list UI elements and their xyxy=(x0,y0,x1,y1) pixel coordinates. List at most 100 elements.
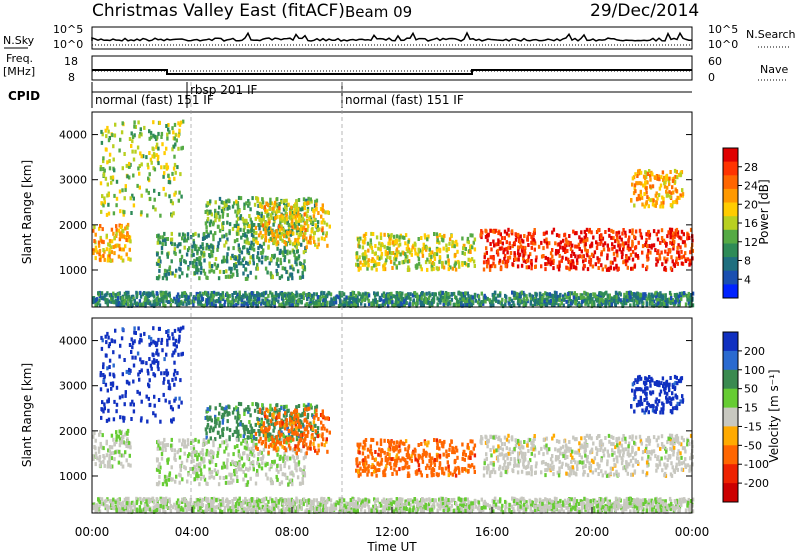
power-cell xyxy=(355,300,358,305)
power-cell xyxy=(255,239,258,244)
power-cell xyxy=(102,159,105,164)
power-cell xyxy=(366,241,370,246)
velocity-cell xyxy=(234,467,238,472)
power-cell xyxy=(270,237,274,242)
power-cell xyxy=(295,290,298,295)
power-cell xyxy=(145,155,148,160)
power-cell xyxy=(178,249,182,254)
power-cell xyxy=(652,198,655,203)
velocity-cell xyxy=(183,444,186,449)
power-cell xyxy=(278,276,282,280)
power-cell xyxy=(308,293,312,298)
power-cell xyxy=(479,302,483,307)
velocity-cell xyxy=(105,453,109,458)
power-cell xyxy=(517,232,520,237)
power-cell xyxy=(614,239,617,244)
power-cell xyxy=(642,292,645,297)
power-cell xyxy=(160,292,163,297)
power-cell xyxy=(166,254,169,259)
velocity-cell xyxy=(131,399,134,404)
power-cell xyxy=(483,252,487,257)
velocity-cell xyxy=(237,467,241,472)
power-cell xyxy=(615,249,618,254)
power-cell xyxy=(262,215,266,220)
power-cell xyxy=(143,301,146,306)
power-cell xyxy=(450,292,453,296)
power-cell xyxy=(581,295,584,300)
power-cell xyxy=(632,293,635,298)
velocity-cell xyxy=(278,436,281,441)
power-cell xyxy=(267,226,271,231)
power-cell xyxy=(552,227,556,232)
power-cell xyxy=(148,129,151,134)
power-cell xyxy=(461,298,464,303)
power-cell xyxy=(198,276,201,281)
power-cell xyxy=(290,213,294,218)
power-cell xyxy=(152,299,155,304)
velocity-cell xyxy=(247,467,250,472)
power-cell xyxy=(212,222,215,227)
power-cell xyxy=(299,227,302,232)
power-cell xyxy=(379,232,383,237)
velocity-cell xyxy=(107,408,110,413)
power-cell xyxy=(622,301,626,306)
power-cell xyxy=(243,239,247,244)
power-cell xyxy=(367,248,370,253)
velocity-cell xyxy=(316,426,320,431)
power-cell xyxy=(179,261,182,266)
power-cell xyxy=(497,238,500,243)
power-cell xyxy=(584,247,587,252)
power-cell xyxy=(322,231,325,236)
power-cell xyxy=(629,303,632,308)
power-cell xyxy=(587,296,590,300)
power-cell xyxy=(524,301,528,306)
power-cell xyxy=(451,266,455,271)
power-cell xyxy=(553,290,557,295)
power-cell xyxy=(516,295,519,299)
power-cell xyxy=(359,266,362,271)
power-cell xyxy=(498,300,502,305)
power-cell xyxy=(595,240,598,245)
power-cell xyxy=(439,294,442,299)
power-cell xyxy=(460,300,463,305)
power-cell xyxy=(516,257,519,262)
power-cell xyxy=(454,303,457,308)
velocity-cell xyxy=(247,405,250,409)
velocity-cell xyxy=(155,348,159,353)
power-cell xyxy=(548,294,551,299)
power-cell xyxy=(312,235,315,240)
power-cell xyxy=(361,262,365,267)
power-cell xyxy=(286,220,289,225)
velocity-cell xyxy=(290,470,294,475)
power-cell xyxy=(315,207,318,211)
power-cell xyxy=(555,291,558,296)
power-cell xyxy=(527,231,530,236)
power-cell xyxy=(133,124,136,129)
velocity-cell xyxy=(177,352,180,357)
velocity-cell xyxy=(121,372,124,377)
power-cell xyxy=(565,256,568,261)
power-cell xyxy=(142,291,146,295)
power-cell xyxy=(401,291,404,296)
power-cell xyxy=(295,242,298,246)
power-cell xyxy=(273,200,277,205)
velocity-cell xyxy=(166,475,169,480)
velocity-cell xyxy=(108,342,111,346)
power-cell xyxy=(449,265,452,270)
velocity-cell xyxy=(222,427,225,432)
power-cell xyxy=(384,298,387,303)
power-cell xyxy=(358,244,361,249)
power-cell xyxy=(640,299,644,304)
power-cell xyxy=(222,234,226,239)
power-cell xyxy=(239,227,242,232)
power-cell xyxy=(642,296,645,301)
velocity-cell xyxy=(239,422,242,427)
power-cell xyxy=(407,265,410,270)
power-cell xyxy=(557,267,561,272)
power-cell xyxy=(388,236,392,241)
velocity-cell xyxy=(113,339,117,344)
power-cell xyxy=(131,149,134,154)
power-cell xyxy=(499,246,502,251)
power-cell xyxy=(659,240,662,245)
power-cell xyxy=(503,247,506,252)
